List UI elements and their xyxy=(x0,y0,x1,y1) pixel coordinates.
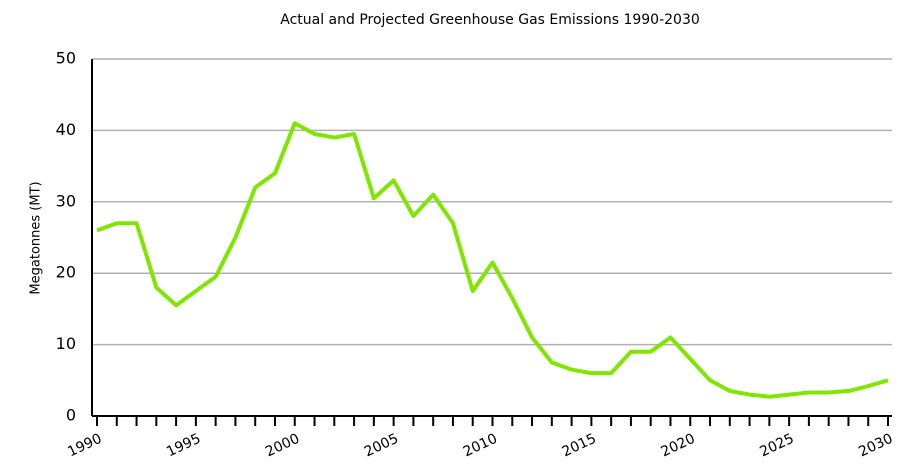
x-tick-label: 2020 xyxy=(659,431,698,461)
x-tick-label: 2000 xyxy=(263,431,302,461)
x-tick-label: 2005 xyxy=(362,431,401,461)
y-tick-label: 10 xyxy=(56,334,76,353)
x-tick-label: 1990 xyxy=(65,431,104,461)
y-tick-label: 50 xyxy=(56,49,76,68)
x-tick-label: 2015 xyxy=(560,431,599,461)
x-tick-label: 2030 xyxy=(856,431,895,461)
x-tick-label: 1995 xyxy=(164,431,203,461)
line-series xyxy=(96,121,889,399)
y-tick-label: 30 xyxy=(56,191,76,210)
y-tick-label: 40 xyxy=(56,120,76,139)
chart-title: Actual and Projected Greenhouse Gas Emis… xyxy=(280,12,700,28)
y-tick-label: 20 xyxy=(56,263,76,282)
x-tick-label: 2025 xyxy=(757,431,796,461)
x-tick-label: 2010 xyxy=(461,431,500,461)
y-tick-label: 0 xyxy=(66,406,76,425)
y-axis-label: Megatonnes (MT) xyxy=(29,181,44,294)
